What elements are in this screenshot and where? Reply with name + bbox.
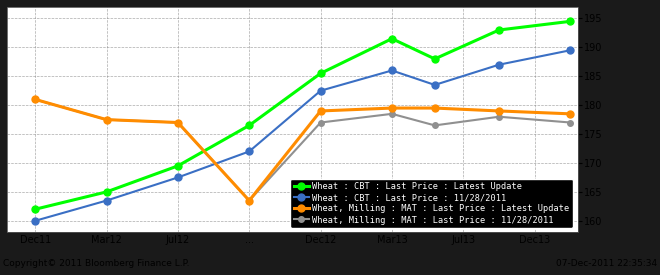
Text: Copyright© 2011 Bloomberg Finance L.P.: Copyright© 2011 Bloomberg Finance L.P. [3, 259, 190, 268]
Text: 07-Dec-2011 22:35:34: 07-Dec-2011 22:35:34 [556, 259, 657, 268]
Legend: Wheat : CBT : Last Price : Latest Update, Wheat : CBT : Last Price : 11/28/2011,: Wheat : CBT : Last Price : Latest Update… [290, 179, 573, 228]
